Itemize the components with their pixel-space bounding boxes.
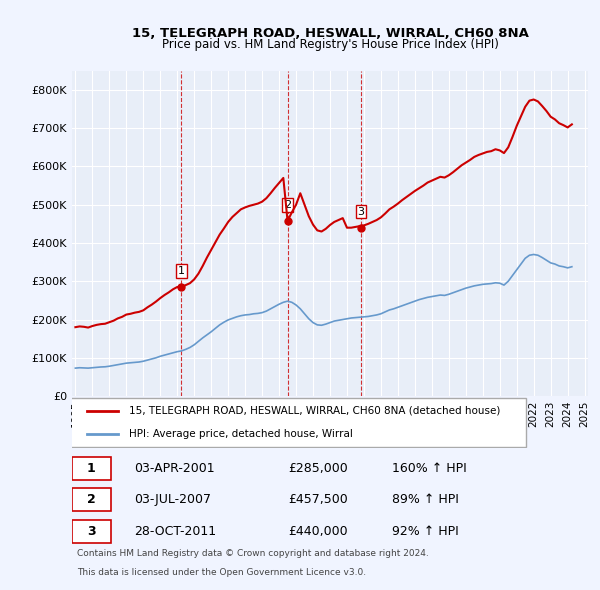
Text: HPI: Average price, detached house, Wirral: HPI: Average price, detached house, Wirr… <box>129 428 353 438</box>
Text: This data is licensed under the Open Government Licence v3.0.: This data is licensed under the Open Gov… <box>77 568 366 577</box>
Text: 15, TELEGRAPH ROAD, HESWALL, WIRRAL, CH60 8NA (detached house): 15, TELEGRAPH ROAD, HESWALL, WIRRAL, CH6… <box>129 406 500 415</box>
Text: 3: 3 <box>358 206 365 217</box>
Text: Price paid vs. HM Land Registry's House Price Index (HPI): Price paid vs. HM Land Registry's House … <box>161 38 499 51</box>
Text: Contains HM Land Registry data © Crown copyright and database right 2024.: Contains HM Land Registry data © Crown c… <box>77 549 429 558</box>
FancyBboxPatch shape <box>72 520 110 543</box>
Text: £285,000: £285,000 <box>289 461 349 474</box>
Text: 15, TELEGRAPH ROAD, HESWALL, WIRRAL, CH60 8NA: 15, TELEGRAPH ROAD, HESWALL, WIRRAL, CH6… <box>131 27 529 40</box>
Text: 92% ↑ HPI: 92% ↑ HPI <box>392 525 458 537</box>
Text: 2: 2 <box>87 493 95 506</box>
Text: 1: 1 <box>87 461 95 474</box>
FancyBboxPatch shape <box>72 457 110 480</box>
Text: 1: 1 <box>178 266 185 276</box>
Text: £440,000: £440,000 <box>289 525 349 537</box>
Text: 03-JUL-2007: 03-JUL-2007 <box>134 493 211 506</box>
Text: 28-OCT-2011: 28-OCT-2011 <box>134 525 216 537</box>
Text: 89% ↑ HPI: 89% ↑ HPI <box>392 493 459 506</box>
FancyBboxPatch shape <box>72 488 110 511</box>
FancyBboxPatch shape <box>67 398 526 447</box>
Text: 160% ↑ HPI: 160% ↑ HPI <box>392 461 467 474</box>
Text: 2: 2 <box>284 200 291 210</box>
Text: 3: 3 <box>87 525 95 537</box>
Text: 03-APR-2001: 03-APR-2001 <box>134 461 215 474</box>
Text: £457,500: £457,500 <box>289 493 349 506</box>
